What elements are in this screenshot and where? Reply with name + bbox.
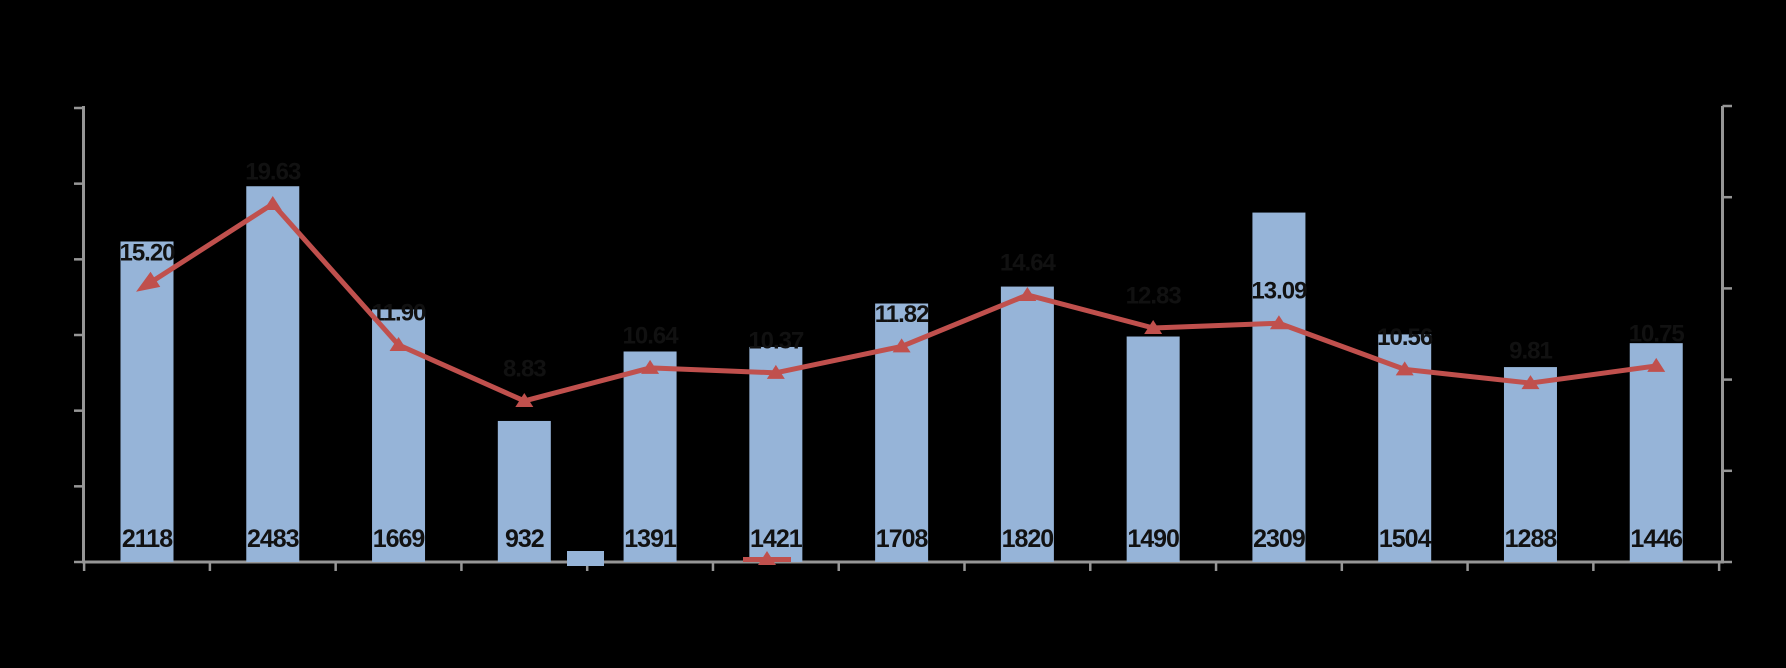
line-marker xyxy=(1018,286,1037,301)
bar xyxy=(1000,286,1054,562)
line-value-label: 10.56 xyxy=(1377,324,1433,351)
line-value-label: 13.09 xyxy=(1251,278,1307,305)
line-value-label: 11.82 xyxy=(875,301,929,328)
bar xyxy=(749,346,803,562)
line-value-label: 15.20 xyxy=(119,239,175,266)
bar-value-label: 1708 xyxy=(876,525,929,553)
bar xyxy=(120,241,174,562)
line-marker xyxy=(1521,375,1540,390)
legend xyxy=(567,551,791,566)
line-marker xyxy=(515,392,534,407)
bar-value-label: 2309 xyxy=(1253,525,1305,553)
bar-value-label: 2483 xyxy=(247,525,299,553)
bar-value-label: 1669 xyxy=(373,525,425,553)
line-marker xyxy=(1647,357,1666,372)
bar xyxy=(1126,336,1180,562)
bar xyxy=(246,186,300,563)
line-marker xyxy=(263,195,282,210)
bar xyxy=(497,420,551,562)
line-value-label: 9.81 xyxy=(1509,338,1552,365)
bar xyxy=(623,351,677,562)
bar xyxy=(1252,212,1306,562)
line-marker xyxy=(892,338,911,353)
bar xyxy=(1629,343,1683,562)
bar-value-label: 1490 xyxy=(1127,525,1179,553)
line-marker xyxy=(641,359,660,374)
legend-bar-swatch xyxy=(567,551,604,566)
line-marker-arrowhead xyxy=(136,271,161,292)
line-marker xyxy=(1269,315,1288,330)
line-value-label: 14.64 xyxy=(1000,249,1057,276)
bar-value-label: 1288 xyxy=(1505,525,1558,553)
line-value-label: 10.75 xyxy=(1629,320,1685,347)
bar-value-label: 1391 xyxy=(624,525,677,553)
line-value-label: 12.83 xyxy=(1126,282,1182,309)
bar-value-label: 932 xyxy=(505,525,544,553)
bar-value-label: 1421 xyxy=(750,525,803,553)
bar-value-label: 1504 xyxy=(1379,525,1432,553)
line-marker xyxy=(389,336,408,351)
line-marker xyxy=(1395,361,1414,376)
bar xyxy=(1503,367,1557,562)
line-markers xyxy=(136,195,1666,407)
bar-value-label: 2118 xyxy=(122,525,173,553)
bar-value-label: 1820 xyxy=(1002,525,1054,553)
bar-series xyxy=(120,186,1683,563)
bar-value-label: 1446 xyxy=(1630,525,1682,553)
line-value-label: 10.64 xyxy=(623,322,680,349)
line-marker xyxy=(1144,319,1163,334)
legend-line-marker xyxy=(758,551,776,565)
line-value-label: 19.63 xyxy=(245,158,301,185)
line-value-label: 8.83 xyxy=(503,355,546,382)
line-marker xyxy=(766,364,785,379)
line-value-label: 10.37 xyxy=(748,327,804,354)
bar-value-labels: 2118 2483 1669 932 1391 1421 1708 1820 1490 2309 1… xyxy=(122,525,1683,553)
